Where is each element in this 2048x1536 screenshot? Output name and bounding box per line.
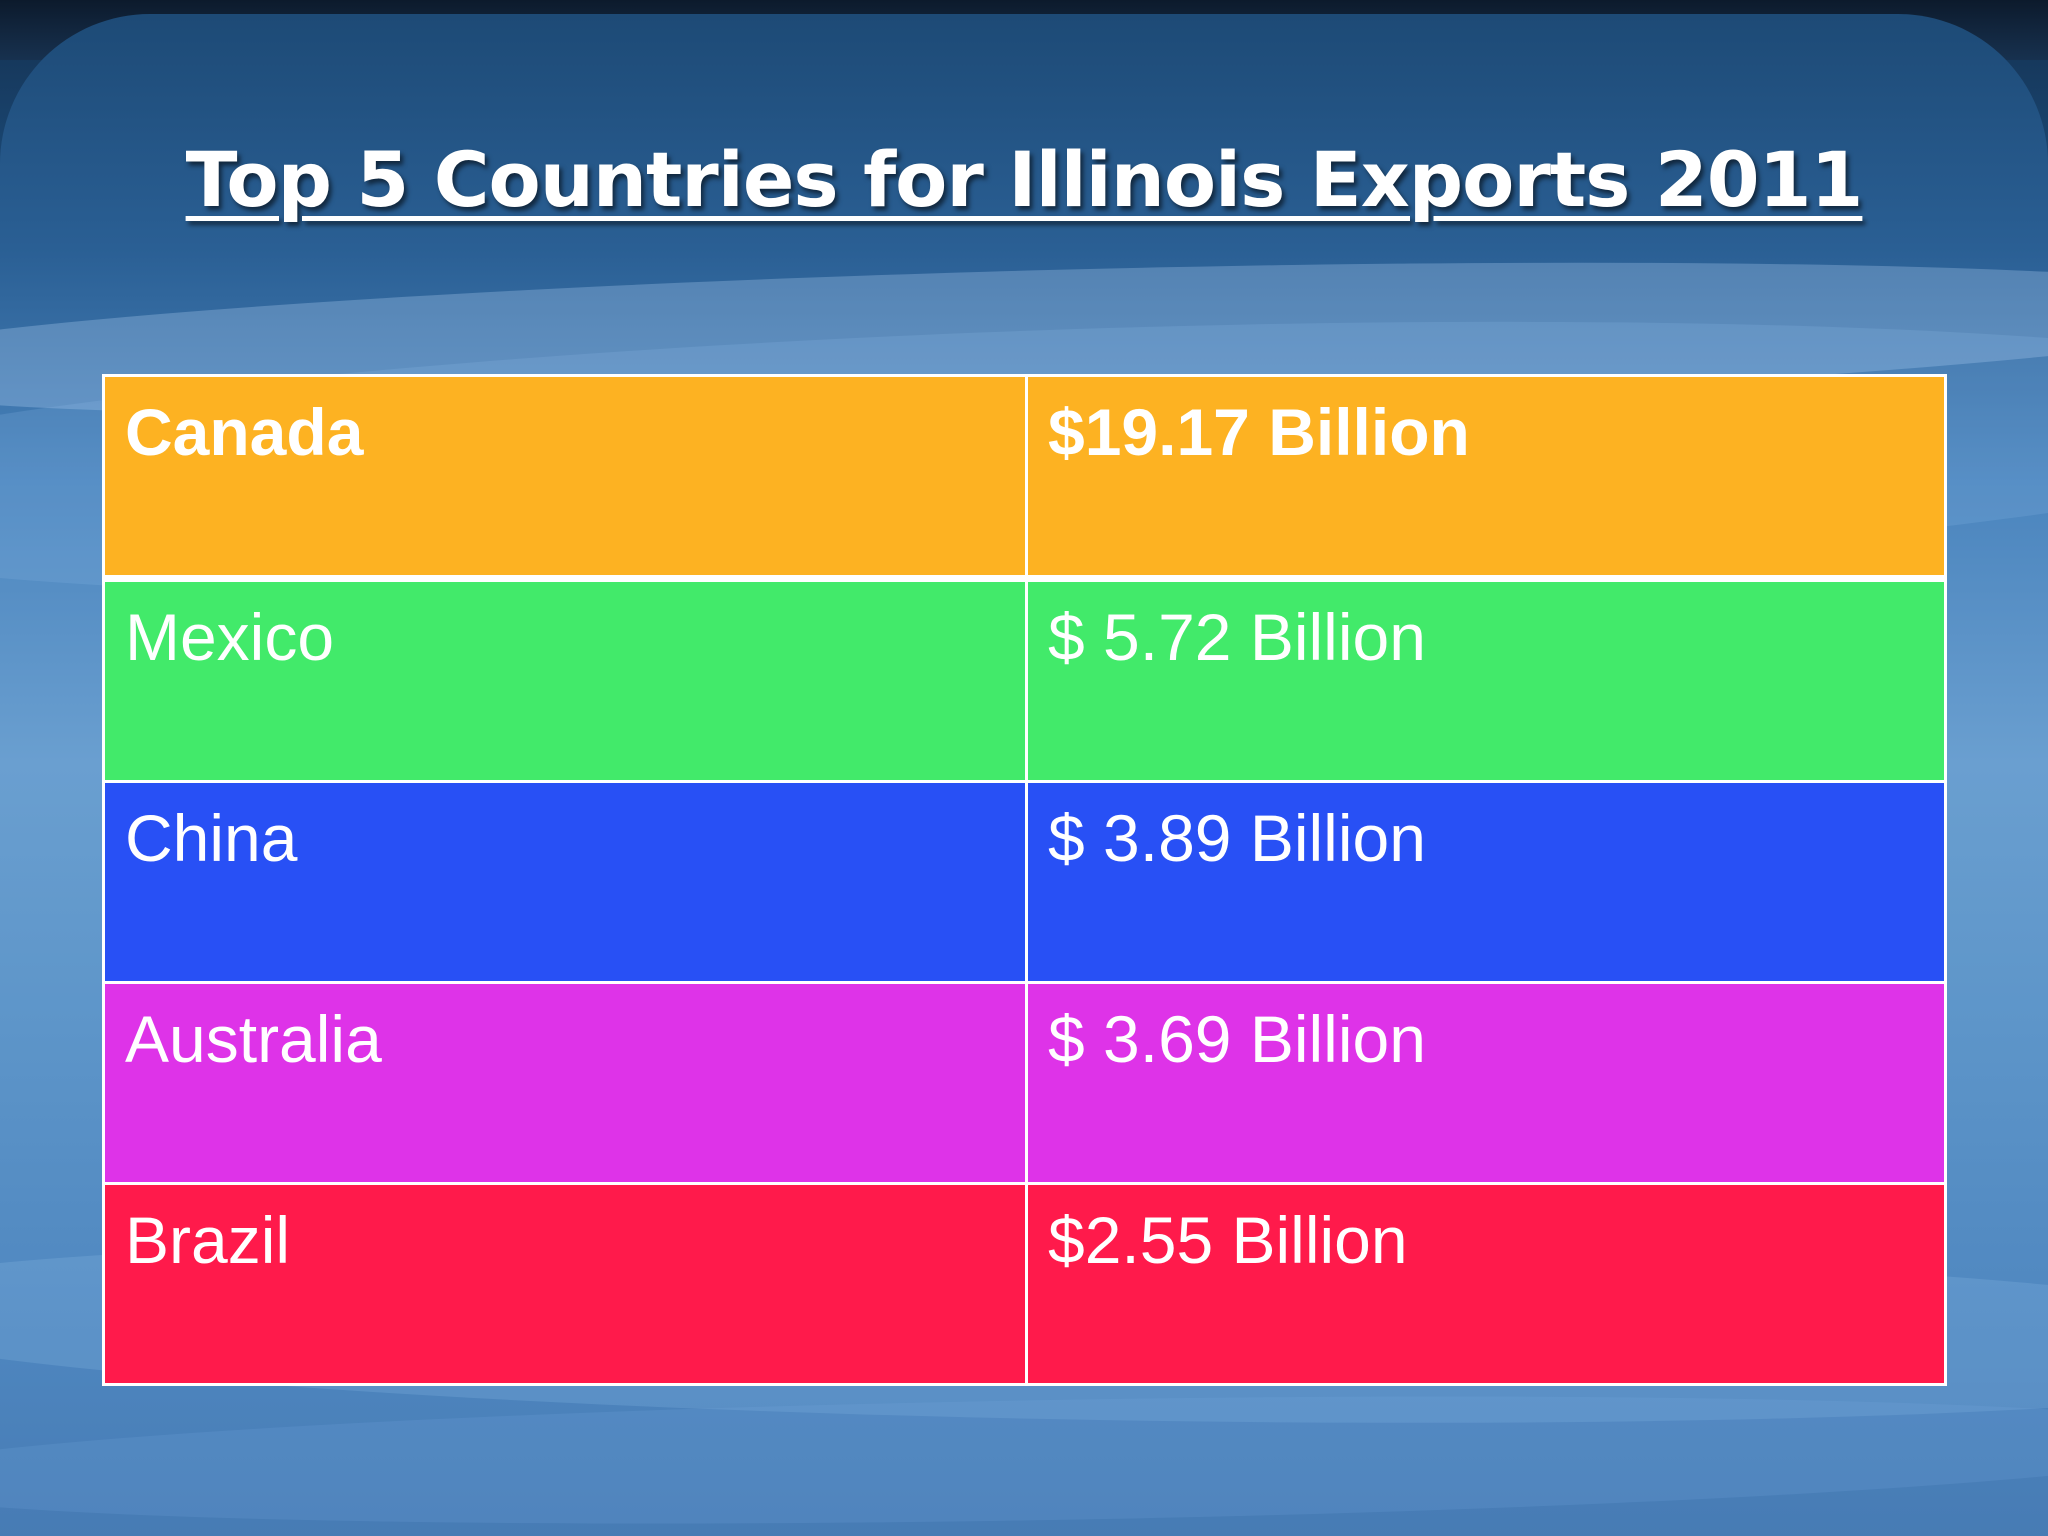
country-cell: Canada: [102, 374, 1028, 582]
table-row: China $ 3.89 Billion: [102, 780, 1947, 984]
country-cell: Mexico: [102, 577, 1028, 783]
country-cell: China: [102, 780, 1028, 984]
table-row: Brazil $2.55 Billion: [102, 1182, 1947, 1386]
table-row: Mexico $ 5.72 Billion: [102, 577, 1947, 783]
country-cell: Brazil: [102, 1182, 1028, 1386]
export-value-cell: $ 3.69 Billion: [1025, 981, 1947, 1185]
export-value-cell: $ 5.72 Billion: [1025, 577, 1947, 783]
country-cell: Australia: [102, 981, 1028, 1185]
table-row: Canada $19.17 Billion: [102, 374, 1947, 582]
export-value-cell: $ 3.89 Billion: [1025, 780, 1947, 984]
export-value-cell: $19.17 Billion: [1025, 374, 1947, 582]
table-row: Australia $ 3.69 Billion: [102, 981, 1947, 1185]
export-value-cell: $2.55 Billion: [1025, 1182, 1947, 1386]
slide-title: Top 5 Countries for Illinois Exports 201…: [185, 135, 1864, 224]
exports-table: Canada $19.17 Billion Mexico $ 5.72 Bill…: [102, 374, 1947, 1386]
